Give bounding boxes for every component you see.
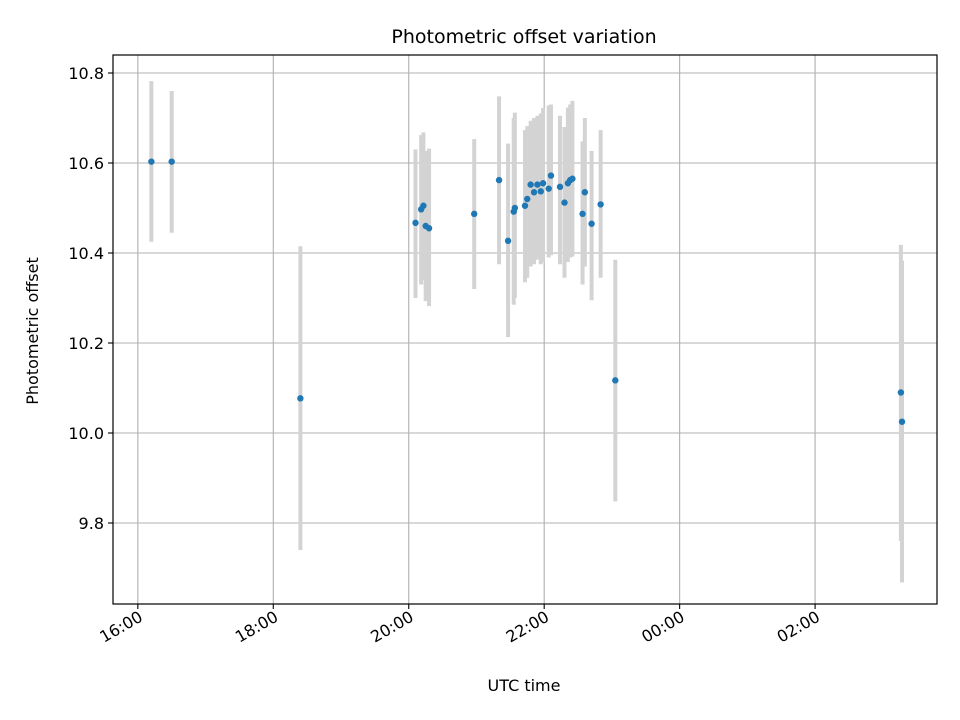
data-point: [412, 219, 419, 227]
data-point: [530, 189, 538, 196]
y-tick-label: 10.4: [68, 244, 104, 263]
data-point: [504, 237, 512, 245]
data-point: [579, 210, 586, 218]
y-tick-label: 9.8: [79, 514, 104, 533]
data-point: [534, 181, 541, 188]
data-point: [898, 418, 906, 425]
data-point: [556, 183, 564, 191]
y-axis-label: Photometric offset: [23, 257, 42, 405]
data-point: [511, 204, 519, 212]
data-point: [588, 220, 595, 227]
x-axis-label: UTC time: [488, 676, 561, 695]
chart-title: Photometric offset variation: [391, 26, 656, 48]
data-point: [597, 201, 604, 208]
plot-area-frame: [112, 54, 938, 605]
data-point: [537, 188, 545, 195]
data-point: [561, 199, 568, 206]
y-tick-label: 10.8: [68, 64, 104, 83]
data-point: [521, 202, 529, 209]
data-point: [471, 210, 478, 218]
data-points: [148, 158, 906, 425]
y-tick-label: 10.2: [68, 334, 104, 353]
data-point: [897, 389, 905, 396]
data-point: [420, 202, 427, 209]
data-point: [545, 185, 552, 192]
data-point: [168, 158, 175, 165]
data-point: [581, 189, 589, 196]
data-point: [569, 175, 576, 182]
data-point: [148, 158, 155, 165]
data-point: [297, 395, 304, 402]
data-point: [425, 225, 433, 232]
data-point: [495, 176, 503, 184]
data-point: [547, 172, 555, 179]
y-axis-ticks: 9.8 10.0 10.2 10.4 10.6 10.8: [68, 64, 113, 533]
data-point: [524, 195, 531, 203]
y-tick-label: 10.6: [68, 154, 104, 173]
data-point: [612, 377, 619, 384]
data-point: [539, 180, 547, 187]
data-point: [527, 181, 534, 188]
y-tick-label: 10.0: [68, 424, 104, 443]
